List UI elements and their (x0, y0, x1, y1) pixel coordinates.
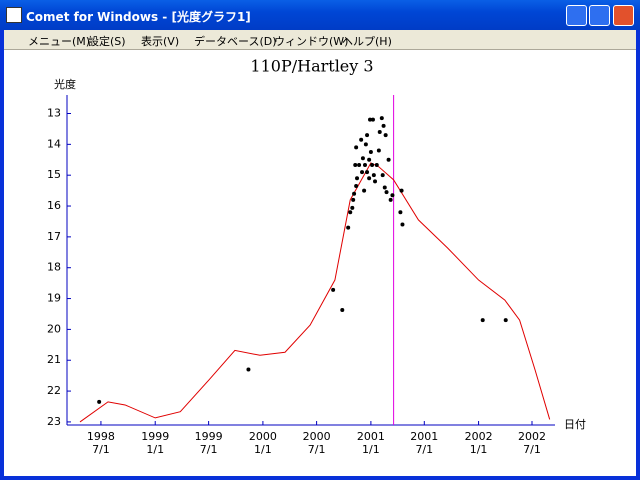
x-tick-label: 1/1 (470, 443, 488, 456)
data-point (352, 191, 357, 196)
x-tick-label: 7/1 (200, 443, 218, 456)
window-title: Comet for Windows - [光度グラフ1] (26, 10, 251, 24)
data-point (365, 170, 370, 175)
y-tick-label: 19 (47, 292, 61, 305)
x-tick-label: 7/1 (92, 443, 110, 456)
x-tick-label: 7/1 (415, 443, 433, 456)
data-point (398, 210, 403, 215)
data-point (97, 399, 102, 404)
data-point (365, 133, 370, 138)
data-point (373, 179, 378, 184)
data-point (388, 197, 393, 202)
data-point (353, 163, 358, 168)
x-tick-label: 2002 (518, 430, 546, 443)
x-tick-label: 2000 (303, 430, 331, 443)
y-tick-label: 16 (47, 199, 61, 212)
close-button[interactable] (613, 5, 634, 26)
data-point (351, 197, 356, 202)
y-tick-label: 22 (47, 384, 61, 397)
data-point (346, 225, 351, 230)
app-icon (6, 7, 22, 23)
minimize-button[interactable] (566, 5, 587, 26)
x-tick-label: 2001 (410, 430, 438, 443)
fit-curve (79, 162, 551, 423)
y-tick-label: 20 (47, 322, 61, 335)
menu-bar: メニュー(M) 設定(S) 表示(V) データベース(D) ウィンドウ(W) ヘ… (4, 30, 636, 50)
y-tick-label: 14 (47, 137, 61, 150)
data-point (354, 145, 359, 150)
x-tick-label: 7/1 (308, 443, 326, 456)
data-point (360, 170, 365, 175)
data-point (359, 137, 364, 142)
data-point (374, 163, 379, 168)
y-tick-label: 18 (47, 261, 61, 274)
y-tick-label: 13 (47, 107, 61, 120)
x-tick-label: 1998 (87, 430, 115, 443)
x-axis-label: 日付 (564, 418, 586, 431)
menu-item[interactable]: ヘルプ(H) (342, 35, 392, 48)
menu-item[interactable]: 表示(V) (141, 35, 180, 48)
x-tick-label: 1999 (141, 430, 169, 443)
data-point (377, 130, 382, 135)
x-tick-label: 2000 (249, 430, 277, 443)
data-point (370, 117, 375, 122)
x-tick-label: 2002 (465, 430, 493, 443)
data-point (357, 163, 362, 168)
x-tick-label: 7/1 (523, 443, 541, 456)
data-point (367, 157, 372, 162)
chart: 110P/Hartley 3 光度 日付 13 14 15 16 17 18 19 20 21 2… (47, 57, 586, 457)
data-point (331, 287, 336, 292)
data-point (350, 205, 355, 210)
data-point (362, 188, 367, 193)
data-point (340, 307, 345, 312)
data-point (376, 148, 381, 153)
data-point (390, 193, 395, 198)
x-tick-label: 1/1 (254, 443, 272, 456)
data-point (380, 173, 385, 178)
data-point (348, 210, 353, 215)
data-point (386, 157, 391, 162)
chart-title: 110P/Hartley 3 (250, 57, 373, 76)
x-tick-label: 1999 (195, 430, 223, 443)
data-point (360, 156, 365, 161)
data-point (384, 190, 389, 195)
y-tick-label: 17 (47, 230, 61, 243)
y-tick-label: 21 (47, 353, 61, 366)
data-point (480, 318, 485, 323)
data-point (368, 150, 373, 155)
data-point (503, 318, 508, 323)
data-point (354, 183, 359, 188)
data-point (371, 173, 376, 178)
data-point (363, 142, 368, 147)
data-point (355, 176, 360, 181)
data-point (246, 367, 251, 372)
data-point (362, 163, 367, 168)
x-tick-label: 1/1 (362, 443, 380, 456)
x-tick-label: 2001 (357, 430, 385, 443)
data-point (400, 222, 405, 227)
data-point (367, 176, 372, 181)
data-point (383, 133, 388, 138)
data-point (379, 116, 384, 121)
menu-item[interactable]: データベース(D) (194, 35, 277, 48)
data-point (370, 163, 375, 168)
y-axis-label: 光度 (54, 77, 76, 91)
maximize-button[interactable] (589, 5, 610, 26)
menu-item[interactable]: メニュー(M) (28, 35, 91, 48)
y-tick-label: 23 (47, 415, 61, 428)
y-tick-label: 15 (47, 168, 61, 181)
menu-item[interactable]: ウィンドウ(W) (274, 35, 349, 48)
title-bar: Comet for Windows - [光度グラフ1] (0, 0, 640, 30)
x-tick-label: 1/1 (146, 443, 164, 456)
data-point (382, 185, 387, 190)
menu-item[interactable]: 設定(S) (88, 35, 126, 48)
data-point (381, 123, 386, 128)
data-point (399, 188, 404, 193)
data-point (368, 117, 373, 122)
